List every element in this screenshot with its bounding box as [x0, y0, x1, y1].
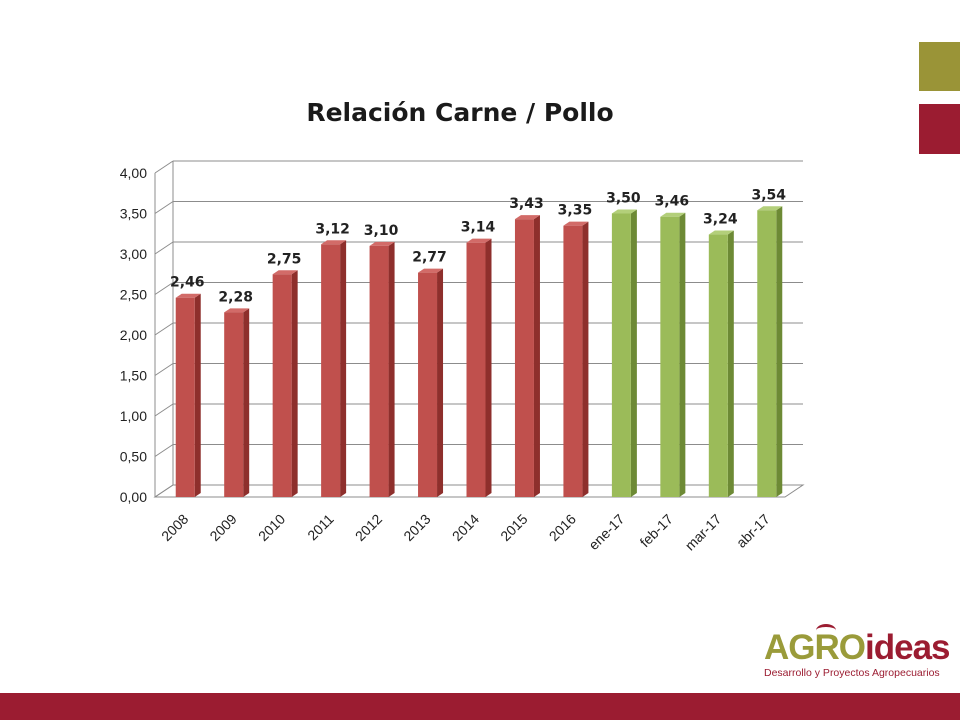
x-tick-label: abr-17	[733, 511, 773, 551]
y-tick-label: 1,50	[120, 368, 147, 384]
bar-value-label: 2,46	[170, 275, 205, 291]
x-tick-label: ene-17	[585, 511, 627, 553]
x-tick-label: 2012	[352, 511, 385, 544]
y-tick-label: 3,50	[120, 206, 147, 222]
bar	[272, 274, 292, 497]
bar-top	[224, 308, 250, 313]
agroideas-logo: AGROideas Desarrollo y Proyectos Agropec…	[764, 624, 950, 679]
bar-top	[514, 215, 540, 220]
bar-top	[563, 221, 589, 226]
bar	[369, 245, 389, 497]
x-tick-label: 2009	[206, 511, 239, 544]
bar-side	[582, 221, 589, 497]
bar-value-label: 3,43	[509, 196, 544, 212]
x-tick-label: 2010	[255, 511, 288, 544]
y-tick-label: 2,00	[120, 327, 147, 343]
bar-side	[776, 206, 783, 497]
logo-agro-text: AGRO	[764, 628, 866, 667]
x-tick-label: 2014	[449, 511, 482, 544]
y-tick-label: 0,00	[120, 489, 147, 505]
bar-side	[679, 212, 686, 498]
bar-value-label: 2,77	[412, 250, 447, 266]
bar-top	[272, 270, 298, 275]
x-tick-label: 2016	[546, 511, 579, 544]
bar-value-label: 3,24	[703, 212, 738, 228]
bar-top	[611, 209, 637, 214]
bar	[611, 213, 631, 497]
logo-tagline: Desarrollo y Proyectos Agropecuarios	[764, 667, 940, 679]
x-tick-label: 2015	[497, 511, 530, 544]
gridline-side	[154, 363, 174, 376]
bar	[563, 225, 583, 497]
bar-value-label: 3,10	[364, 223, 399, 239]
gridline-side	[154, 201, 174, 214]
bar	[224, 312, 244, 497]
bar	[466, 242, 486, 497]
gridline-side	[154, 241, 174, 255]
gridline-side	[154, 160, 174, 174]
bar	[175, 297, 195, 497]
bar-side	[630, 209, 637, 497]
bar-top	[418, 268, 444, 273]
bar-top	[466, 238, 492, 243]
bar-top	[369, 241, 395, 246]
x-tick-label: 2008	[158, 511, 191, 544]
bar	[708, 234, 728, 497]
bar-value-label: 3,35	[558, 203, 593, 219]
bar-top	[175, 293, 201, 298]
x-tick-label: 2011	[304, 511, 337, 544]
gridline-side	[154, 282, 174, 295]
bar-top	[757, 206, 783, 211]
bar-value-label: 2,28	[218, 289, 253, 305]
bar-side	[388, 241, 395, 497]
chart-title: Relación Carne / Pollo	[306, 98, 614, 127]
bar-side	[485, 238, 492, 497]
bar-value-label: 3,50	[606, 191, 641, 207]
x-tick-label: mar-17	[682, 511, 725, 554]
bar	[514, 219, 534, 498]
gridline-side	[154, 403, 174, 417]
bar	[321, 244, 341, 497]
bar-value-label: 2,75	[267, 251, 302, 267]
bar-value-label: 3,46	[655, 194, 690, 210]
y-tick-label: 1,00	[120, 408, 147, 424]
gridline-side	[154, 444, 174, 457]
bar	[757, 210, 777, 497]
bar-value-label: 3,14	[461, 220, 496, 236]
bar-top	[660, 212, 686, 217]
bar	[660, 216, 680, 498]
bar-side	[340, 240, 347, 497]
bar-side	[727, 230, 734, 497]
bar	[418, 272, 438, 497]
bar-side	[533, 215, 540, 498]
logo-ideas-text: ideas	[865, 628, 950, 667]
bar-top	[321, 240, 347, 245]
bar-side	[437, 268, 444, 497]
bar-side	[291, 270, 298, 497]
decorative-red-block	[919, 104, 960, 154]
bar-side	[194, 293, 201, 497]
footer-bar	[0, 693, 960, 720]
bar-value-label: 3,54	[751, 187, 786, 203]
y-tick-label: 4,00	[120, 165, 147, 181]
gridline-side	[154, 322, 174, 336]
bar-top	[708, 230, 734, 235]
x-tick-label: feb-17	[637, 511, 677, 551]
x-tick-label: 2013	[400, 511, 433, 544]
y-tick-label: 0,50	[120, 449, 147, 465]
logo-swoosh-icon	[816, 624, 836, 637]
bar-value-label: 3,12	[315, 221, 350, 237]
y-tick-label: 2,50	[120, 287, 147, 303]
bar-side	[243, 308, 250, 497]
decorative-olive-block	[919, 42, 960, 91]
y-tick-label: 3,00	[120, 246, 147, 262]
